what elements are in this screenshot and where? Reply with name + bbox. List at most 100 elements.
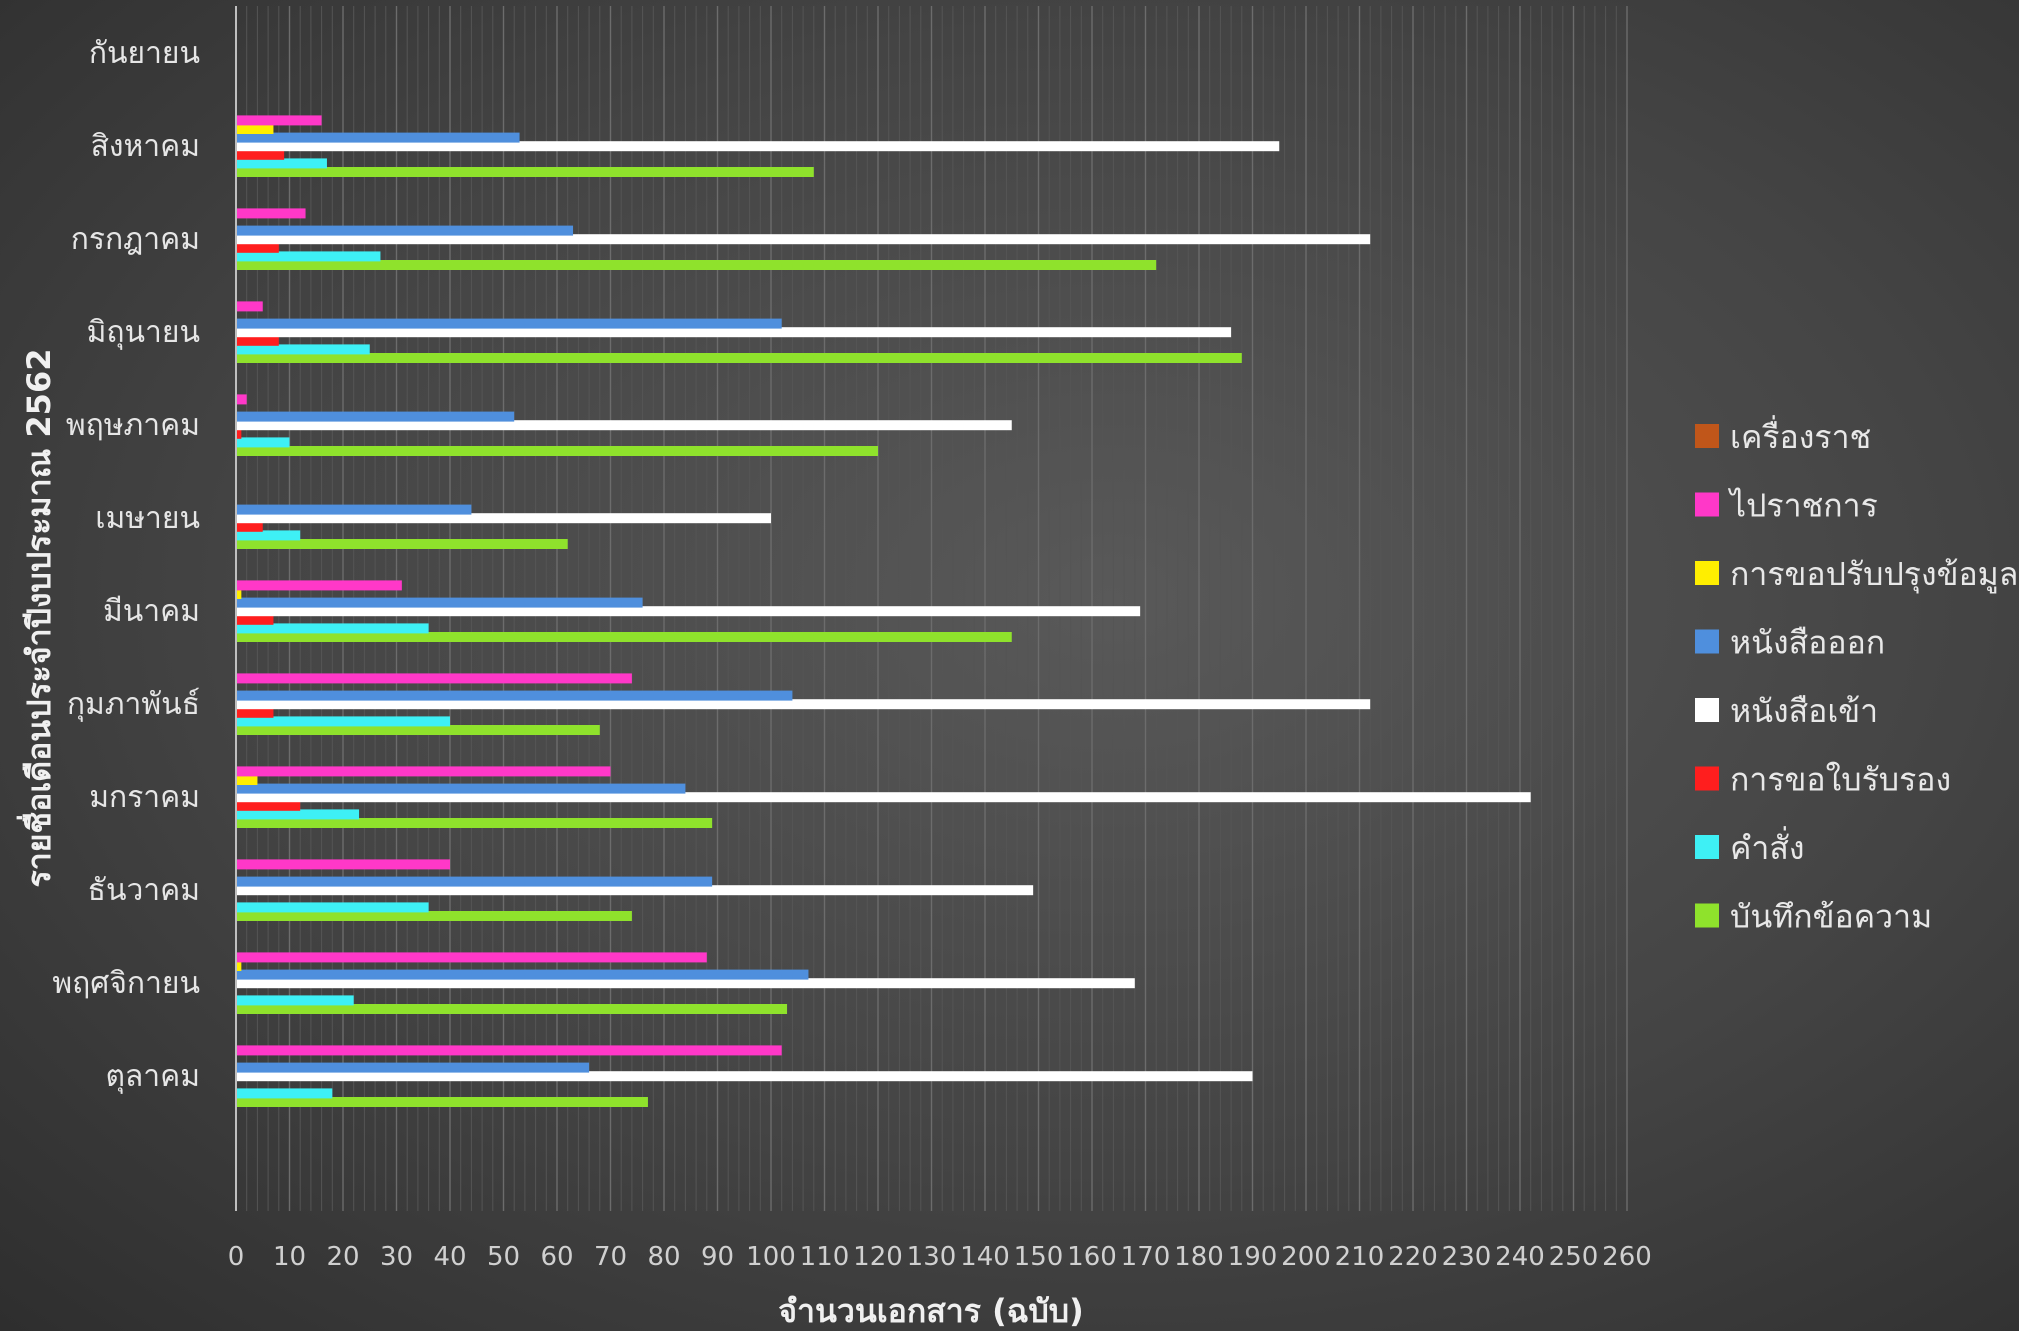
bar [236,420,1012,431]
legend-label: หนังสือเข้า [1730,692,1878,730]
y-axis-title: รายชื่อเดือนประจำปีงบประมาณ 2562 [16,349,58,888]
x-tick-label: 200 [1281,1242,1331,1272]
legend-label: หนังสือออก [1730,624,1885,662]
bar [236,225,574,236]
bar [236,809,360,820]
bar [236,623,429,634]
category-label: กุมภาพันธ์ [67,687,200,723]
category-label: มิถุนายน [87,315,200,351]
bar [236,260,1157,270]
bar [236,335,279,346]
bar [236,1062,590,1073]
x-axis-title: จำนวนเอกสาร (ฉบับ) [778,1292,1083,1330]
bar [236,301,263,312]
category-label: ธันวาคม [88,873,200,908]
bar [236,327,1232,338]
x-tick-label: 20 [326,1242,359,1272]
bar [236,690,793,701]
bar [236,818,713,828]
bar [236,242,279,253]
x-tick-label: 70 [594,1242,627,1272]
bar [236,800,301,811]
bar [236,428,242,439]
x-tick-label: 240 [1495,1242,1545,1272]
bar [236,167,814,177]
x-tick-labels: 0 10 20 30 40 50 60 70 80 90 100 110 120 130 140 150 160… [228,1242,1652,1272]
bar [236,149,285,160]
bar [236,124,274,134]
x-tick-label: 210 [1335,1242,1385,1272]
x-tick-label: 230 [1442,1242,1492,1272]
bar [236,1088,333,1099]
x-tick-label: 0 [228,1242,245,1272]
bar [236,911,632,921]
category-label: ตุลาคม [105,1059,200,1095]
legend-label: เครื่องราช [1730,415,1871,456]
x-tick-label: 30 [380,1242,413,1272]
category-label: กันยายน [89,36,200,71]
bar [236,614,274,625]
bar [236,1071,1253,1082]
legend-label: คำสั่ง [1730,826,1805,867]
bar [236,673,632,684]
legend-label: การขอใบรับรอง [1730,761,1951,799]
bar [236,902,429,913]
bar [236,783,686,794]
bar [236,876,713,887]
bar [236,446,878,456]
x-tick-label: 180 [1174,1242,1224,1272]
x-tick-label: 220 [1388,1242,1438,1272]
legend-label: บันทึกข้อความ [1730,898,1932,936]
category-label: เมษายน [95,501,200,536]
legend-swatch [1695,424,1719,448]
x-tick-label: 250 [1549,1242,1599,1272]
x-tick-label: 170 [1121,1242,1171,1272]
bar [236,530,301,541]
bar [236,411,515,422]
x-tick-label: 140 [960,1242,1010,1272]
bar [236,766,611,777]
x-tick-label: 120 [853,1242,903,1272]
x-tick-label: 260 [1602,1242,1652,1272]
bar [236,521,263,532]
bar [236,632,1012,642]
bar [236,885,1034,896]
legend-swatch [1695,561,1719,585]
bar [236,792,1531,803]
bar [236,952,707,963]
bar [236,707,274,718]
bar [236,158,327,169]
bar [236,353,1242,363]
category-label: กรกฎาคม [71,222,200,257]
x-tick-label: 110 [800,1242,850,1272]
legend-swatch [1695,835,1719,859]
legend-swatch [1695,492,1719,517]
bar [236,716,450,727]
x-tick-label: 10 [273,1242,306,1272]
bar [236,1045,782,1056]
legend-label: การขอปรับปรุงข้อมูล [1730,555,2018,594]
bar [236,597,643,608]
bar [236,208,306,219]
x-tick-label: 90 [701,1242,734,1272]
bar [236,344,370,355]
bar [236,394,247,405]
bar-marks [236,115,1531,1107]
bar [236,859,450,870]
x-tick-label: 130 [907,1242,957,1272]
legend-swatch [1695,629,1719,654]
bar [236,969,809,980]
legend-swatch [1695,903,1719,928]
x-tick-label: 50 [487,1242,520,1272]
category-label: มีนาคม [103,594,200,629]
bar [236,251,381,262]
x-tick-label: 160 [1067,1242,1117,1272]
bar [236,437,290,448]
legend-swatch [1695,698,1719,722]
legend-label: ไปราชการ [1727,487,1878,525]
bar [236,1004,788,1014]
bar [236,318,782,329]
bar [236,580,402,591]
category-labels: ตุลาคม พฤศจิกายน ธันวาคม มกราคม กุมภาพันธ์ มี… [52,36,200,1095]
x-tick-label: 80 [647,1242,680,1272]
